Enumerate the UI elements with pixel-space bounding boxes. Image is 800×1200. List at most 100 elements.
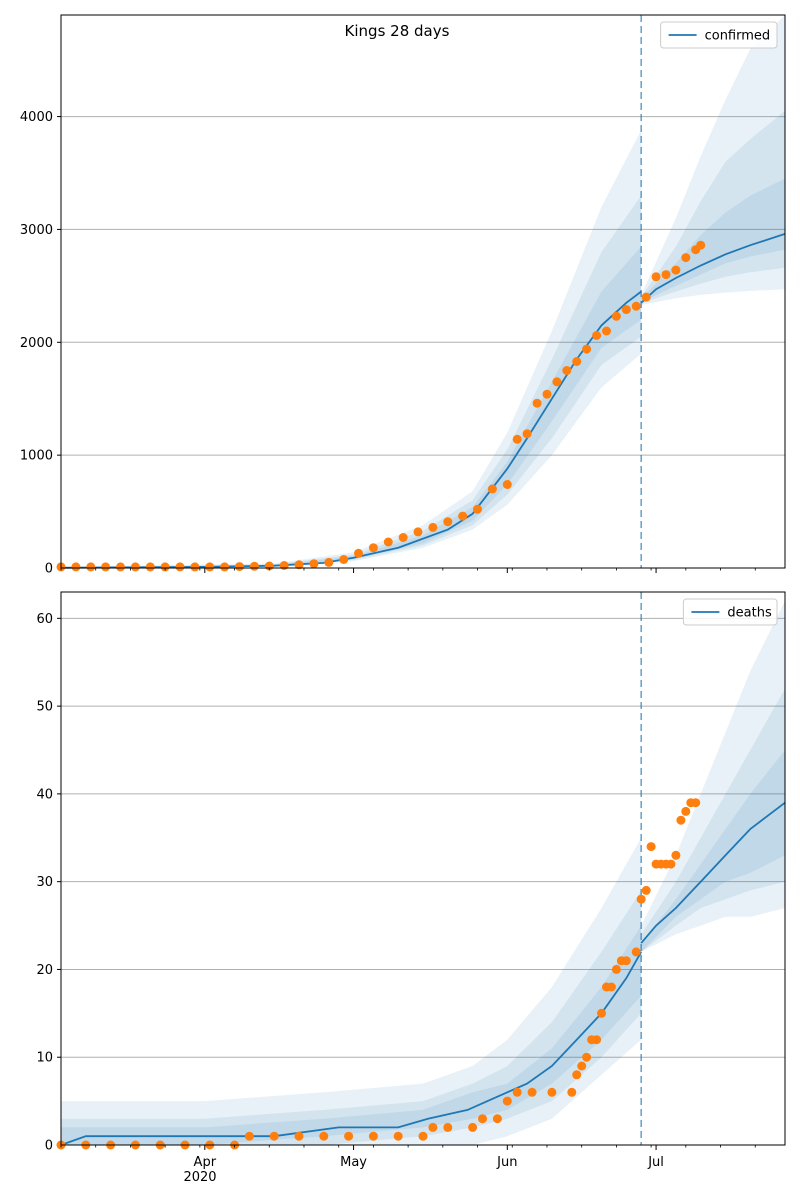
observed-point [582, 1052, 592, 1062]
observed-point [597, 1008, 606, 1018]
observed-point [606, 982, 616, 992]
uncertainty-band [61, 195, 642, 568]
x-axis-year-label: 2020 [183, 1170, 216, 1185]
observed-point [547, 1087, 557, 1097]
observed-point [676, 815, 686, 825]
observed-point [86, 562, 96, 572]
observed-point [428, 1122, 438, 1132]
observed-point [661, 270, 671, 280]
observed-point [621, 305, 631, 315]
observed-point [572, 1070, 582, 1080]
observed-point [160, 562, 170, 572]
y-tick-label: 20 [36, 963, 53, 978]
y-tick-label: 2000 [20, 336, 53, 351]
observed-point [562, 366, 572, 375]
y-tick-label: 0 [45, 1139, 53, 1154]
observed-point [592, 331, 602, 340]
observed-point [611, 964, 621, 974]
axes-frame [60, 591, 786, 1146]
uncertainty-band [641, 15, 785, 305]
observed-point [294, 1131, 304, 1141]
uncertainty-band [641, 688, 785, 952]
observed-point [512, 1087, 522, 1097]
x-tick-label: Jun [496, 1155, 517, 1170]
axes-frame [60, 14, 786, 569]
confirmed-panel: 0 1000 2000 3000 4000 confirmed [20, 14, 786, 577]
observed-point [611, 311, 621, 321]
uncertainty-band [61, 925, 642, 1145]
y-tick-label: 3000 [20, 223, 53, 238]
observed-point [502, 480, 512, 489]
observed-point [205, 562, 215, 572]
observed-point [631, 301, 641, 311]
observed-point [602, 326, 611, 336]
observed-point [522, 429, 532, 439]
observed-point [487, 484, 497, 494]
model-forecast-line [640, 233, 786, 304]
y-tick-label: 4000 [20, 110, 53, 125]
observed-point [71, 562, 81, 572]
uncertainty-band [641, 750, 785, 952]
uncertainty-bands [61, 600, 785, 1145]
observed-point [190, 562, 200, 572]
observed-point [319, 1131, 329, 1141]
observed-point [512, 434, 522, 444]
observed-point [671, 265, 681, 275]
observed-point [175, 562, 185, 572]
observed-point [666, 859, 676, 869]
x-tick-label: Jul [647, 1155, 664, 1170]
legend-label: deaths [727, 606, 772, 621]
observed-point [458, 511, 468, 521]
observed-point [592, 1035, 602, 1045]
observed-point [443, 1122, 453, 1132]
uncertainty-band [61, 890, 642, 1145]
observed-point [542, 389, 552, 399]
observed-point [468, 1122, 478, 1132]
observed-point [220, 562, 230, 572]
observed-point [368, 1131, 378, 1141]
observed-point [621, 956, 631, 966]
x-tick-label: Apr [194, 1155, 217, 1170]
uncertainty-band [61, 837, 642, 1145]
observed-point [671, 850, 681, 860]
observed-point [368, 543, 378, 553]
observed-point [294, 560, 304, 570]
observed-point [344, 1131, 354, 1141]
observed-point [527, 1087, 537, 1097]
observed-point [443, 517, 453, 527]
y-tick-label: 10 [36, 1051, 53, 1066]
observed-point [413, 527, 423, 537]
model-forecast-line [640, 801, 786, 944]
observed-point [309, 559, 319, 569]
observed-point [567, 1087, 577, 1097]
observed-point [641, 885, 651, 895]
observed-point [691, 798, 701, 808]
observed-point [681, 253, 691, 263]
y-tick-label: 60 [36, 612, 53, 627]
legend-label: confirmed [705, 29, 771, 44]
x-tick-label: May [340, 1155, 367, 1170]
uncertainty-band [61, 130, 642, 568]
observed-point [577, 1061, 587, 1071]
observed-point [130, 562, 140, 572]
observed-point [696, 240, 706, 250]
observed-point [681, 806, 691, 816]
legend: deaths [682, 598, 778, 626]
observed-point [492, 1114, 502, 1124]
observed-point [249, 561, 259, 571]
legend-box [660, 21, 778, 49]
observed-point [631, 947, 641, 957]
legend: confirmed [660, 21, 778, 49]
y-tick-label: 40 [36, 787, 53, 802]
y-tick-label: 50 [36, 700, 53, 715]
observed-point [145, 562, 155, 572]
observed-point [572, 357, 582, 366]
observed-point [428, 522, 438, 532]
observed-point [641, 292, 651, 302]
observed-point [651, 272, 661, 282]
legend-box [682, 598, 778, 626]
observed-point [269, 1131, 279, 1141]
observed-point [646, 842, 656, 852]
